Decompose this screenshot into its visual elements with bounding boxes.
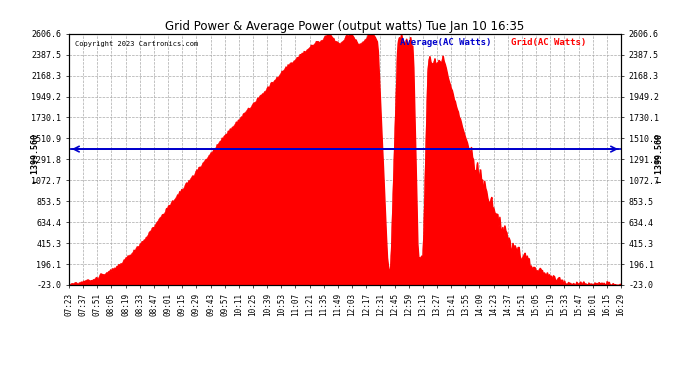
Text: Grid(AC Watts): Grid(AC Watts) bbox=[511, 38, 586, 46]
Text: Copyright 2023 Cartronics.com: Copyright 2023 Cartronics.com bbox=[75, 41, 198, 47]
Text: ↑ 1399.560: ↑ 1399.560 bbox=[31, 134, 41, 184]
Text: ↑ 1399.560: ↑ 1399.560 bbox=[655, 134, 664, 184]
Title: Grid Power & Average Power (output watts) Tue Jan 10 16:35: Grid Power & Average Power (output watts… bbox=[166, 20, 524, 33]
Text: Average(AC Watts): Average(AC Watts) bbox=[400, 38, 491, 46]
